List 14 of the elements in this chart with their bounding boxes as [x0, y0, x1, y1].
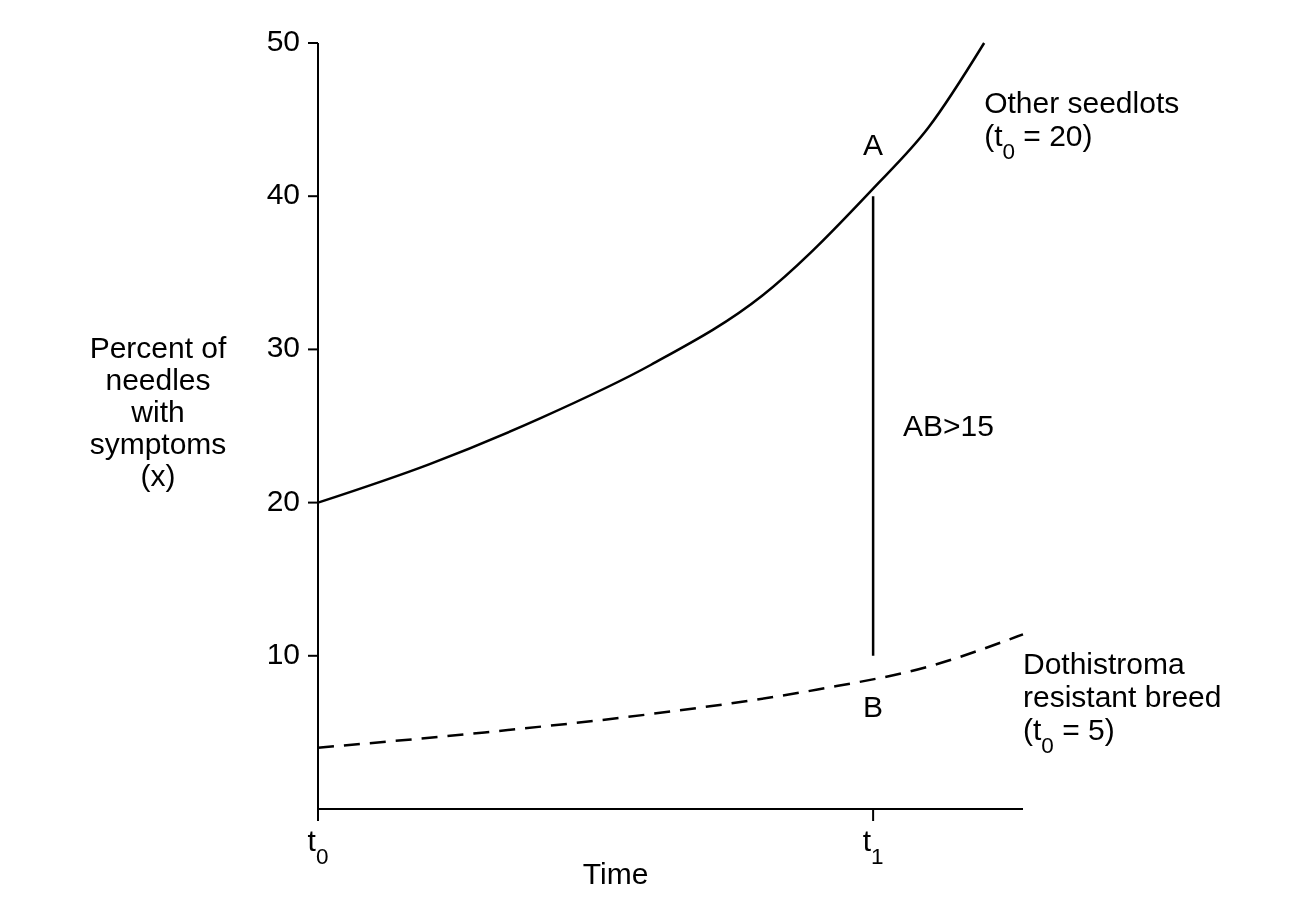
y-tick-label: 10 [266, 636, 300, 670]
y-tick-label: 30 [266, 330, 300, 364]
x-tick-label: t$_{1}$ [862, 824, 884, 869]
y-tick-label: 40 [266, 177, 300, 211]
y-axis-title: Percent of needles with symptoms (x) [89, 331, 228, 492]
series-label: Dothistroma resistant breed (t$_{0}$ = 5) [1023, 647, 1222, 758]
annotation: AB>15 [903, 409, 994, 442]
annotation: A [863, 127, 884, 161]
y-tick-label: 20 [266, 483, 300, 517]
x-axis-title: Time [582, 857, 649, 890]
x-tick-label: t$_{0}$ [307, 824, 329, 869]
y-tick-label: 50 [266, 23, 300, 57]
series-label: Other seedlots (t$_{0}$ = 20) [984, 86, 1180, 164]
annotation: B [863, 689, 884, 723]
